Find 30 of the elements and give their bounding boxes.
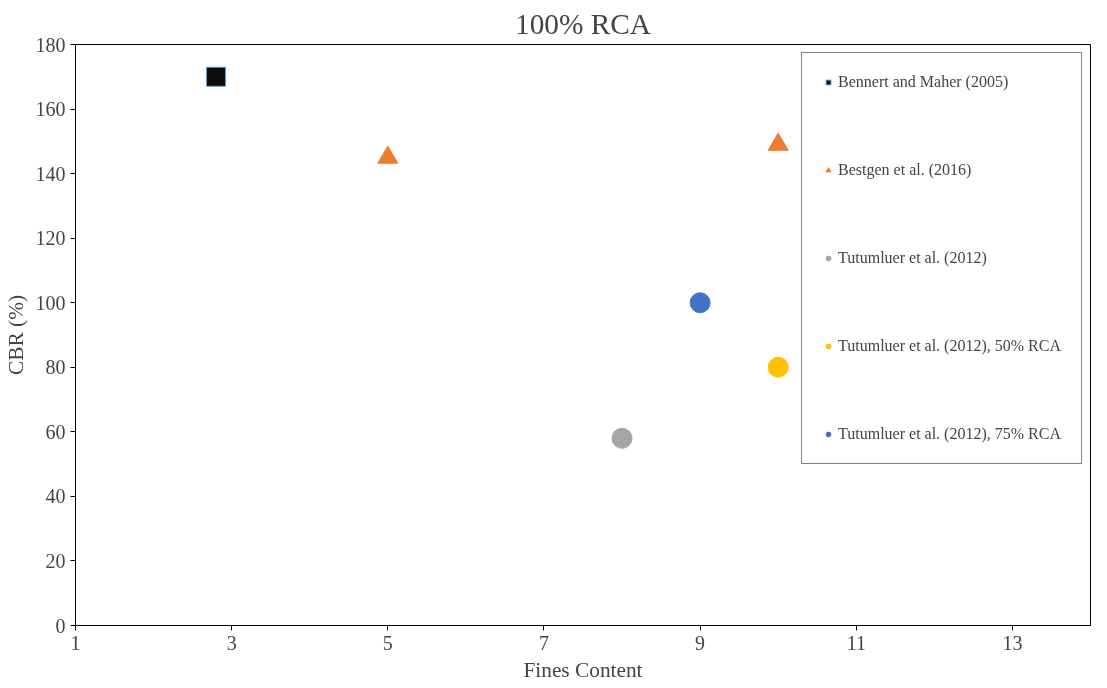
legend-label: Bennert and Maher (2005): [838, 73, 1009, 91]
y-tick-label: 80: [45, 356, 66, 379]
y-tick-label: 0: [55, 614, 66, 637]
point: [689, 292, 711, 314]
x-tick-label: 3: [226, 631, 237, 654]
x-tick-label: 1: [70, 631, 81, 654]
x-tick-label: 11: [846, 631, 866, 654]
y-axis-title: CBR (%): [3, 295, 28, 375]
x-tick-label: 9: [695, 631, 706, 654]
legend-label: Tutumluer et al. (2012), 50% RCA: [838, 337, 1061, 355]
y-tick-label: 180: [35, 33, 66, 56]
y-tick-label: 20: [45, 549, 66, 572]
y-tick-label: 120: [35, 227, 66, 250]
y-tick-label: 60: [45, 420, 66, 443]
x-tick-label: 7: [538, 631, 549, 654]
legend-label: Bestgen et al. (2016): [838, 161, 972, 179]
chart-title: 100% RCA: [514, 7, 652, 40]
x-tick-label: 5: [382, 631, 393, 654]
point: [611, 427, 633, 449]
x-axis-title: Fines Content: [523, 657, 643, 682]
y-tick-label: 40: [45, 485, 66, 508]
point: [767, 132, 789, 151]
legend-label: Tutumluer et al. (2012): [838, 249, 987, 267]
point: [767, 356, 789, 378]
point: [377, 145, 399, 164]
y-tick-label: 100: [35, 291, 66, 314]
legend-label: Tutumluer et al. (2012), 75% RCA: [838, 425, 1061, 443]
x-tick-label: 13: [1002, 631, 1023, 654]
y-tick-label: 160: [35, 98, 66, 121]
y-tick-label: 140: [35, 162, 66, 185]
